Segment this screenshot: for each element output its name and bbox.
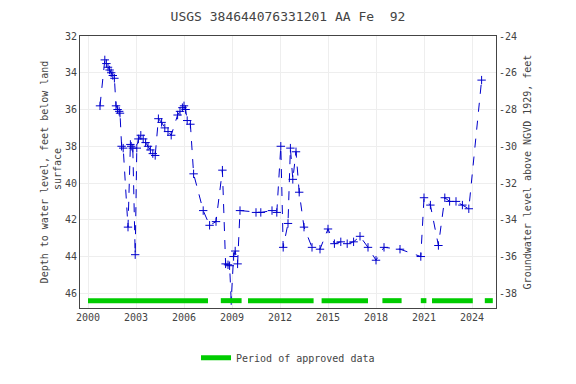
svg-text:42: 42 bbox=[65, 214, 77, 225]
svg-text:-34: -34 bbox=[499, 214, 517, 225]
svg-text:2000: 2000 bbox=[76, 312, 100, 323]
svg-text:-30: -30 bbox=[499, 141, 517, 152]
svg-text:32: 32 bbox=[65, 31, 77, 42]
svg-text:44: 44 bbox=[65, 251, 77, 262]
svg-text:36: 36 bbox=[65, 104, 77, 115]
svg-text:2024: 2024 bbox=[460, 312, 484, 323]
svg-text:2012: 2012 bbox=[268, 312, 292, 323]
svg-text:Depth to water level, feet bel: Depth to water level, feet below land su… bbox=[39, 61, 63, 284]
svg-text:-28: -28 bbox=[499, 104, 517, 115]
svg-text:-32: -32 bbox=[499, 178, 517, 189]
svg-text:2006: 2006 bbox=[172, 312, 196, 323]
svg-text:-24: -24 bbox=[499, 31, 517, 42]
svg-text:-26: -26 bbox=[499, 67, 517, 78]
svg-text:2021: 2021 bbox=[412, 312, 436, 323]
svg-text:-36: -36 bbox=[499, 251, 517, 262]
svg-text:46: 46 bbox=[65, 288, 77, 299]
svg-text:2003: 2003 bbox=[124, 312, 148, 323]
svg-text:2015: 2015 bbox=[316, 312, 340, 323]
svg-text:-38: -38 bbox=[499, 288, 517, 299]
svg-text:2009: 2009 bbox=[220, 312, 244, 323]
svg-text:38: 38 bbox=[65, 141, 77, 152]
svg-text:Period of approved data: Period of approved data bbox=[236, 353, 374, 364]
svg-text:34: 34 bbox=[65, 67, 77, 78]
svg-text:40: 40 bbox=[65, 178, 77, 189]
svg-text:USGS 384644076331201 AA Fe 92: USGS 384644076331201 AA Fe 92 bbox=[171, 9, 406, 24]
svg-text:2018: 2018 bbox=[364, 312, 388, 323]
svg-text:Groundwater level above NGVD 1: Groundwater level above NGVD 1929, feet bbox=[522, 55, 533, 290]
